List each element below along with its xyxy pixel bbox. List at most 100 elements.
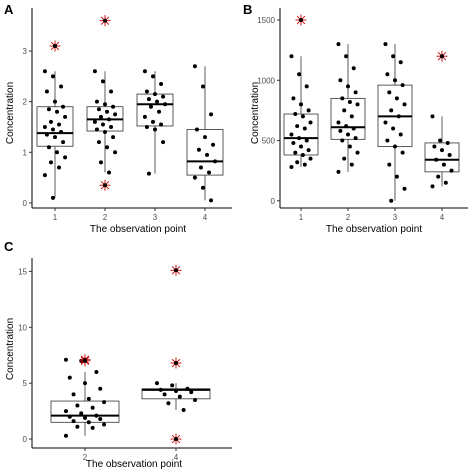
data-point	[295, 160, 300, 165]
data-point	[383, 120, 388, 125]
outlier-point	[53, 43, 57, 48]
outlier-point	[174, 361, 178, 366]
data-point	[154, 381, 159, 386]
data-point	[344, 54, 349, 59]
data-point	[57, 165, 62, 170]
data-point	[289, 54, 294, 59]
x-tick-label: 3	[393, 213, 398, 222]
data-point	[304, 84, 309, 89]
data-point	[142, 69, 147, 74]
data-point	[302, 126, 307, 131]
data-point	[48, 119, 53, 124]
data-point	[107, 170, 112, 175]
data-point	[105, 109, 110, 114]
data-point	[385, 138, 390, 143]
data-point	[102, 400, 107, 405]
data-point	[59, 84, 64, 89]
x-tick-label: 2	[346, 213, 351, 222]
data-point	[200, 185, 205, 190]
data-point	[351, 126, 356, 131]
data-point	[300, 152, 305, 157]
data-point	[174, 389, 178, 393]
data-point	[449, 168, 454, 173]
data-point	[63, 409, 68, 414]
outlier-marker	[295, 14, 307, 26]
data-point	[293, 150, 298, 155]
outlier-marker	[170, 433, 182, 445]
data-point	[192, 175, 197, 180]
data-point	[336, 120, 341, 125]
data-point	[161, 140, 166, 145]
data-point	[400, 83, 405, 88]
data-point	[398, 132, 403, 137]
data-point	[396, 114, 401, 119]
y-tick-label: 10	[18, 323, 27, 332]
panel-letter-b: B	[243, 2, 252, 17]
data-point	[211, 142, 216, 147]
data-point	[338, 128, 343, 133]
data-point	[308, 120, 313, 125]
data-point	[96, 140, 101, 145]
data-point	[441, 162, 446, 167]
panel-c-x-axis-title: The observation point	[86, 459, 182, 470]
data-point	[181, 408, 186, 412]
y-tick-label: 500	[262, 137, 276, 146]
data-point	[94, 413, 99, 418]
data-point	[146, 171, 151, 176]
data-point	[302, 162, 307, 167]
data-point	[71, 392, 76, 397]
data-point	[53, 135, 57, 140]
outlier-point	[103, 183, 107, 188]
data-point	[42, 124, 47, 129]
data-point	[209, 198, 214, 203]
outlier-marker	[99, 15, 111, 27]
data-point	[349, 162, 354, 167]
panel-a-x-axis-title: The observation point	[90, 224, 186, 235]
data-point	[63, 433, 68, 438]
x-tick-label: 4	[203, 213, 208, 222]
data-point	[346, 84, 350, 89]
data-point	[170, 383, 175, 388]
data-point	[113, 150, 118, 155]
outlier-point	[440, 54, 444, 59]
data-point	[353, 90, 358, 95]
y-tick-label: 3	[23, 47, 28, 56]
outlier-marker	[170, 264, 182, 276]
x-tick-label: 1	[53, 213, 58, 222]
data-point	[393, 78, 397, 83]
data-point	[67, 414, 72, 419]
data-point	[394, 96, 399, 101]
data-point	[353, 136, 358, 141]
data-point	[61, 104, 66, 109]
data-point	[53, 99, 57, 104]
data-point	[150, 119, 155, 124]
data-point	[94, 99, 99, 104]
data-point	[351, 66, 356, 71]
data-point	[98, 416, 103, 421]
data-point	[338, 78, 343, 83]
data-point	[203, 135, 207, 140]
data-point	[289, 165, 294, 170]
data-point	[103, 102, 107, 107]
data-point	[300, 114, 305, 119]
x-tick-label: 3	[153, 213, 158, 222]
data-point	[299, 144, 303, 149]
data-point	[344, 124, 349, 129]
data-point	[342, 108, 347, 113]
data-point	[398, 60, 403, 65]
data-point	[63, 114, 68, 119]
data-point	[96, 107, 101, 112]
data-point	[92, 69, 97, 74]
data-point	[103, 130, 107, 135]
data-point	[306, 108, 311, 113]
data-point	[391, 54, 396, 59]
y-tick-label: 1000	[257, 76, 275, 85]
data-point	[46, 145, 51, 150]
data-point	[109, 89, 114, 94]
panel-b-x-axis-title: The observation point	[326, 224, 422, 235]
data-point	[194, 127, 199, 132]
data-point	[109, 124, 114, 129]
data-point	[340, 96, 345, 101]
data-point	[387, 90, 392, 95]
data-point	[98, 114, 103, 119]
